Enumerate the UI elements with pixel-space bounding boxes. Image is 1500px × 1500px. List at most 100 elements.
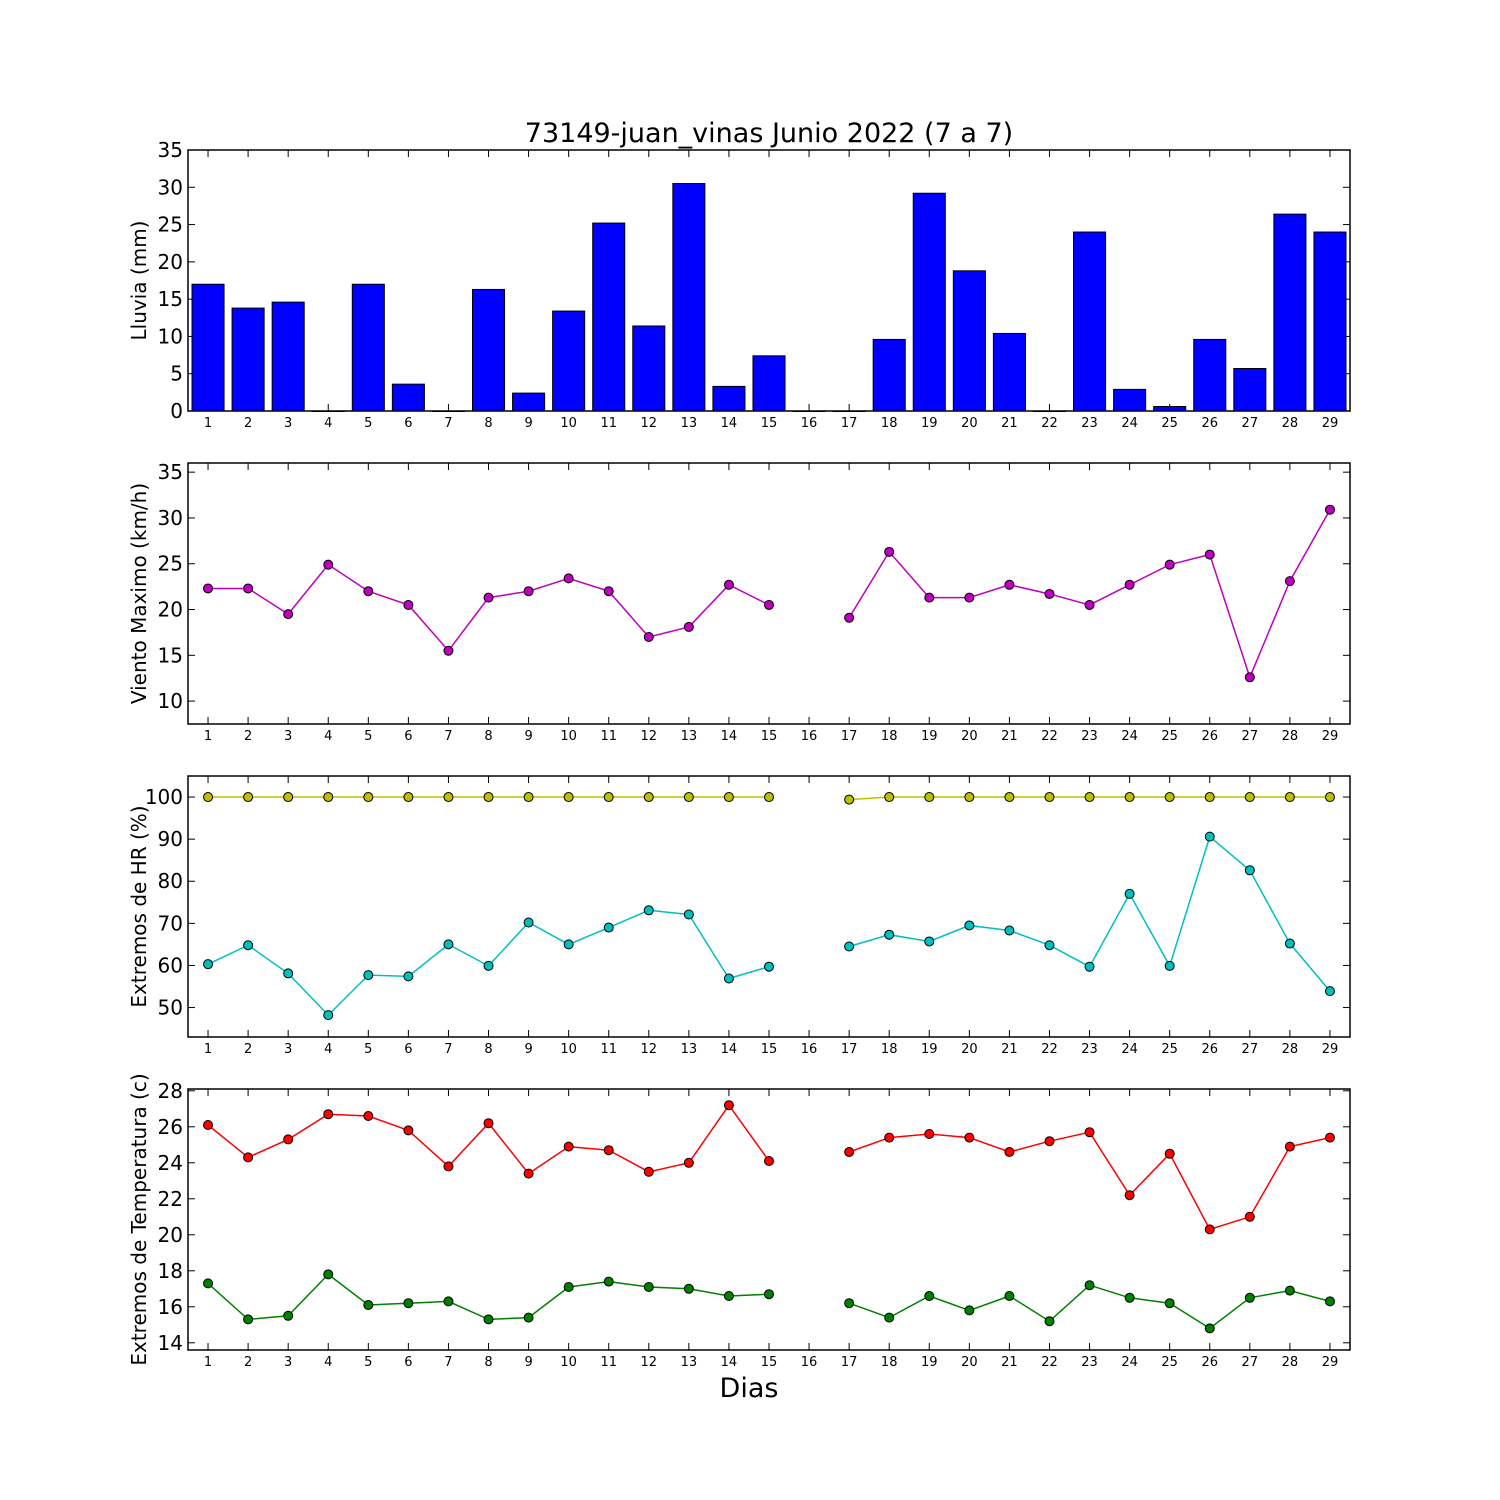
- xtick-label: 1: [204, 729, 212, 744]
- xtick-label: 10: [560, 1355, 577, 1370]
- data-point: [203, 1120, 214, 1130]
- data-point: [964, 792, 975, 803]
- data-point: [1124, 579, 1135, 590]
- xtick-label: 24: [1121, 729, 1138, 744]
- data-point: [283, 1310, 294, 1321]
- data-point: [483, 792, 494, 803]
- xtick-label: 12: [641, 1042, 658, 1057]
- data-point: [603, 586, 614, 597]
- xtick-label: 13: [681, 1355, 698, 1370]
- xtick-label: 10: [560, 1042, 577, 1057]
- ytick-label: 14: [158, 1331, 183, 1355]
- data-point: [483, 960, 494, 971]
- xtick-label: 3: [284, 1042, 292, 1057]
- data-point: [1284, 938, 1295, 949]
- data-point: [603, 922, 614, 933]
- xtick-label: 22: [1041, 729, 1058, 744]
- data-point: [363, 1111, 374, 1121]
- xtick-label: 6: [404, 416, 412, 431]
- bar: [391, 383, 425, 412]
- data-point: [844, 794, 855, 805]
- xtick-label: 5: [364, 416, 372, 431]
- ytick-label: 5: [170, 362, 183, 386]
- data-point: [1004, 792, 1015, 803]
- xtick-label: 16: [801, 1042, 818, 1057]
- ytick-label: 28: [158, 1079, 183, 1103]
- xtick-label: 20: [961, 1355, 978, 1370]
- ytick-label: 0: [170, 399, 183, 423]
- data-point: [1324, 792, 1335, 803]
- xtick-label: 5: [364, 1355, 372, 1370]
- data-point: [1004, 1291, 1015, 1301]
- xtick-label: 28: [1282, 1042, 1299, 1057]
- xtick-label: 27: [1242, 1355, 1259, 1370]
- y-axis-label: Lluvia (mm): [127, 221, 151, 341]
- xtick-label: 22: [1041, 416, 1058, 431]
- xtick-label: 26: [1201, 416, 1218, 431]
- data-point: [1164, 1148, 1175, 1159]
- data-point: [523, 586, 534, 597]
- xtick-label: 23: [1081, 1042, 1098, 1057]
- data-point: [1044, 940, 1055, 951]
- ytick-label: 100: [145, 785, 183, 809]
- data-point: [884, 792, 895, 803]
- data-point: [1204, 792, 1215, 803]
- data-point: [844, 941, 855, 952]
- data-point: [443, 792, 454, 803]
- xtick-label: 16: [801, 416, 818, 431]
- ytick-label: 24: [158, 1151, 183, 1175]
- xtick-label: 18: [881, 1355, 898, 1370]
- xtick-label: 24: [1121, 1355, 1138, 1370]
- data-point: [924, 1129, 935, 1139]
- data-point: [964, 1305, 975, 1316]
- data-point: [1284, 576, 1295, 587]
- xtick-label: 28: [1282, 1355, 1299, 1370]
- data-point: [283, 792, 294, 803]
- data-point: [1124, 888, 1135, 899]
- data-point: [363, 586, 374, 597]
- xtick-label: 2: [244, 1355, 252, 1370]
- xtick-label: 1: [204, 416, 212, 431]
- xtick-label: 13: [681, 416, 698, 431]
- data-point: [363, 970, 374, 981]
- data-point: [1164, 960, 1175, 971]
- xtick-label: 11: [600, 1355, 617, 1370]
- xtick-label: 6: [404, 729, 412, 744]
- data-point: [523, 1312, 534, 1323]
- xtick-label: 17: [841, 729, 858, 744]
- data-point: [683, 1157, 694, 1168]
- xtick-label: 22: [1041, 1355, 1058, 1370]
- xtick-label: 7: [444, 416, 452, 431]
- bar: [1153, 406, 1187, 412]
- bar: [471, 288, 506, 412]
- ytick-label: 25: [158, 552, 183, 576]
- data-point: [1084, 599, 1095, 610]
- y-axis-label: Extremos de HR (%): [127, 805, 151, 1007]
- ytick-label: 22: [158, 1187, 183, 1211]
- xtick-label: 25: [1161, 1042, 1178, 1057]
- xtick-label: 8: [484, 1042, 492, 1057]
- data-point: [243, 1152, 254, 1163]
- data-point: [1284, 1141, 1295, 1152]
- chart-title: 73149-juan_vinas Junio 2022 (7 a 7): [525, 118, 1013, 149]
- xtick-label: 18: [881, 729, 898, 744]
- xtick-label: 26: [1201, 1042, 1218, 1057]
- xtick-label: 1: [204, 1042, 212, 1057]
- data-point: [924, 592, 935, 603]
- xtick-label: 29: [1322, 729, 1339, 744]
- data-point: [683, 1283, 694, 1294]
- bar: [1032, 410, 1067, 412]
- data-point: [924, 936, 935, 947]
- xtick-label: 21: [1001, 729, 1018, 744]
- bar: [1273, 213, 1307, 412]
- data-point: [563, 1141, 574, 1152]
- data-point: [884, 1312, 895, 1323]
- xtick-label: 5: [364, 1042, 372, 1057]
- y-axis-label: Viento Maximo (km/h): [127, 483, 151, 704]
- data-point: [844, 1147, 855, 1157]
- data-point: [1284, 1285, 1295, 1296]
- data-point: [323, 792, 334, 803]
- xtick-label: 4: [324, 416, 332, 431]
